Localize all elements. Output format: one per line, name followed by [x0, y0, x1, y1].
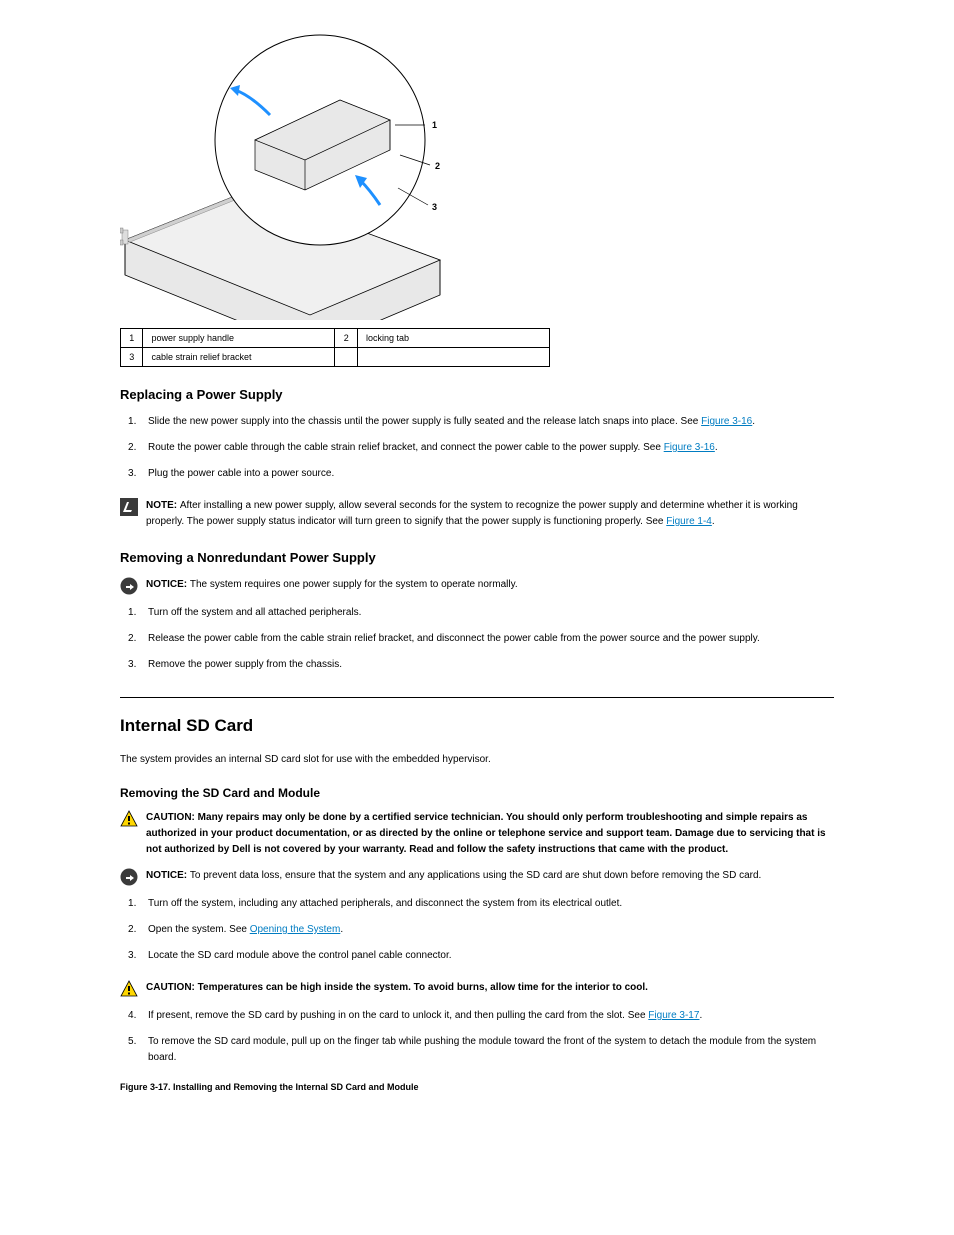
figure-3-17-link[interactable]: Figure 3-17 [648, 1010, 699, 1021]
sd-step-5: To remove the SD card module, pull up on… [120, 1034, 834, 1066]
replace-step-3: Plug the power cable into a power source… [120, 466, 834, 482]
notice2-prefix: NOTICE: [146, 870, 190, 881]
internal-sd-para: The system provides an internal SD card … [120, 752, 834, 768]
notice-icon [120, 868, 138, 886]
notice-text: NOTICE: The system requires one power su… [146, 577, 518, 593]
callout-1-num: 1 [432, 120, 437, 130]
step-text: Open the system. See [148, 924, 250, 935]
sd-step-2: Open the system. See Opening the System. [120, 922, 834, 938]
notice2-text: NOTICE: To prevent data loss, ensure tha… [146, 868, 761, 884]
opening-system-link[interactable]: Opening the System [250, 924, 341, 935]
replace-step-1: Slide the new power supply into the chas… [120, 414, 834, 430]
caution2-block: CAUTION: Temperatures can be high inside… [120, 980, 834, 998]
step-text: Route the power cable through the cable … [148, 442, 664, 453]
step-text-post: . [752, 416, 755, 427]
nr-step-1: Turn off the system and all attached per… [120, 605, 834, 621]
nr-step-3: Remove the power supply from the chassis… [120, 657, 834, 673]
sd-step-3: Locate the SD card module above the cont… [120, 948, 834, 964]
step-text: Remove the power supply from the chassis… [148, 659, 342, 670]
step-text: Slide the new power supply into the chas… [148, 416, 701, 427]
replace-steps-list: Slide the new power supply into the chas… [120, 414, 834, 482]
notice-body: The system requires one power supply for… [190, 579, 518, 590]
caution2-prefix: CAUTION: [146, 982, 198, 993]
note-block: NOTE: After installing a new power suppl… [120, 498, 834, 530]
step-text: Turn off the system, including any attac… [148, 898, 622, 909]
caution-body: Many repairs may only be done by a certi… [146, 812, 826, 855]
caution-icon [120, 810, 138, 828]
callout-cell: power supply handle [143, 329, 335, 348]
step-text: Plug the power cable into a power source… [148, 468, 334, 479]
section-separator [120, 697, 834, 698]
figure-3-16-link[interactable]: Figure 3-16 [701, 416, 752, 427]
sd-steps-list-2: If present, remove the SD card by pushin… [120, 1008, 834, 1066]
sd-step-4: If present, remove the SD card by pushin… [120, 1008, 834, 1024]
step-text: Locate the SD card module above the cont… [148, 950, 452, 961]
callout-cell: 2 [335, 329, 357, 348]
note-post: . [712, 516, 715, 527]
caution-text: CAUTION: Many repairs may only be done b… [146, 810, 834, 858]
nr-step-2: Release the power cable from the cable s… [120, 631, 834, 647]
note-icon [120, 498, 138, 516]
callout-3-num: 3 [432, 202, 437, 212]
callout-cell: 3 [121, 348, 143, 367]
step-text: To remove the SD card module, pull up on… [148, 1036, 816, 1063]
callout-cell [335, 348, 357, 367]
notice-icon [120, 577, 138, 595]
figure-3-16-link[interactable]: Figure 3-16 [664, 442, 715, 453]
callout-cell [357, 348, 549, 367]
caution-block: CAUTION: Many repairs may only be done b… [120, 810, 834, 858]
step-text: Turn off the system and all attached per… [148, 607, 361, 618]
notice2-body: To prevent data loss, ensure that the sy… [190, 870, 761, 881]
caution-icon [120, 980, 138, 998]
figure-1-4-link[interactable]: Figure 1-4 [666, 516, 712, 527]
note-prefix: NOTE: [146, 500, 180, 511]
step-text-post: . [699, 1010, 702, 1021]
note-text: NOTE: After installing a new power suppl… [146, 498, 834, 530]
sd-steps-list: Turn off the system, including any attac… [120, 896, 834, 964]
callout-cell: cable strain relief bracket [143, 348, 335, 367]
sd-step-1: Turn off the system, including any attac… [120, 896, 834, 912]
notice2-block: NOTICE: To prevent data loss, ensure tha… [120, 868, 834, 886]
replacing-power-supply-header: Replacing a Power Supply [120, 387, 834, 402]
step-text-post: . [715, 442, 718, 453]
caution-prefix: CAUTION: [146, 812, 198, 823]
callout-2-num: 2 [435, 161, 440, 171]
replace-step-2: Route the power cable through the cable … [120, 440, 834, 456]
figure-3-17-label: Figure 3-17. Installing and Removing the… [120, 1082, 834, 1092]
callout-cell: locking tab [357, 329, 549, 348]
step-text: Release the power cable from the cable s… [148, 633, 760, 644]
callout-cell: 1 [121, 329, 143, 348]
callout-table: 1 power supply handle 2 locking tab 3 ca… [120, 328, 550, 367]
removing-sd-header: Removing the SD Card and Module [120, 786, 834, 800]
notice-block: NOTICE: The system requires one power su… [120, 577, 834, 595]
caution2-body: Temperatures can be high inside the syst… [198, 982, 648, 993]
power-supply-figure: 1 2 3 [120, 30, 460, 320]
step-text-post: . [340, 924, 343, 935]
notice-prefix: NOTICE: [146, 579, 190, 590]
removing-nonredundant-header: Removing a Nonredundant Power Supply [120, 550, 834, 565]
step-text: If present, remove the SD card by pushin… [148, 1010, 648, 1021]
nonredundant-steps-list: Turn off the system and all attached per… [120, 605, 834, 673]
internal-sd-card-h1: Internal SD Card [120, 716, 834, 736]
caution2-text: CAUTION: Temperatures can be high inside… [146, 980, 648, 996]
